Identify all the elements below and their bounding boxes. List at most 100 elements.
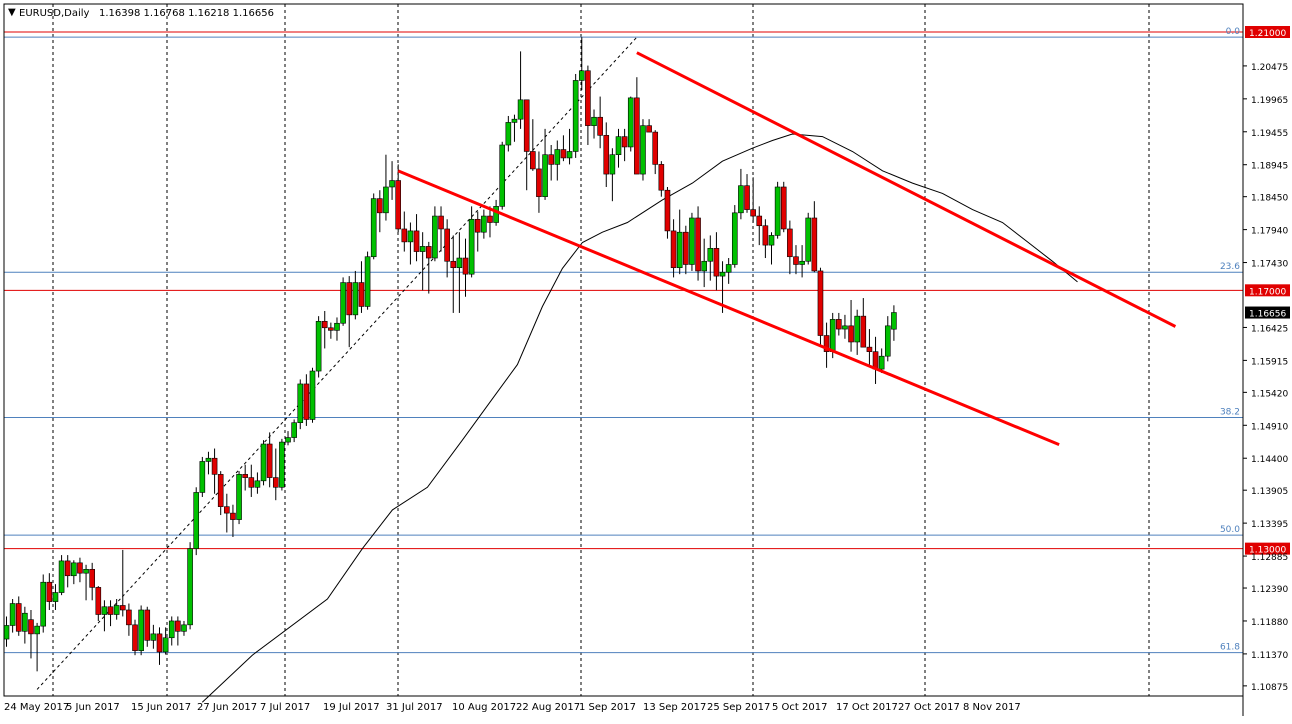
candle-body bbox=[530, 151, 536, 170]
time-label: 31 Jul 2017 bbox=[386, 702, 443, 713]
candle-body bbox=[377, 198, 383, 214]
candle-body bbox=[242, 474, 248, 478]
symbol-label: EURUSD,Daily bbox=[19, 8, 90, 19]
candle-body bbox=[725, 264, 732, 273]
price-tick-label: 1.11370 bbox=[1251, 651, 1288, 661]
candle-body bbox=[236, 474, 242, 520]
price-level-label: 1.17000 bbox=[1249, 287, 1286, 297]
candle-body bbox=[683, 231, 689, 265]
time-label: 27 Jun 2017 bbox=[197, 702, 257, 713]
time-label: 25 Sep 2017 bbox=[707, 702, 770, 713]
price-tick-label: 1.15420 bbox=[1251, 389, 1288, 399]
price-tick-label: 1.13395 bbox=[1251, 520, 1288, 530]
candle-body bbox=[787, 228, 793, 258]
chart-menu-arrow-icon: ▼ bbox=[8, 7, 16, 18]
price-tick-label: 1.19455 bbox=[1251, 129, 1288, 139]
candle-body bbox=[3, 625, 10, 640]
candle-body bbox=[89, 568, 95, 588]
candle-body bbox=[303, 383, 310, 420]
candle-body bbox=[554, 149, 561, 165]
candle-body bbox=[413, 230, 420, 252]
candle-body bbox=[425, 246, 432, 259]
candle-body bbox=[713, 248, 720, 277]
candle-body bbox=[487, 215, 493, 223]
candle-body bbox=[444, 228, 450, 262]
candle-body bbox=[370, 198, 377, 258]
candle-body bbox=[132, 624, 138, 651]
candle-body bbox=[866, 346, 873, 352]
time-label: 27 Oct 2017 bbox=[898, 702, 960, 713]
price-tick-label: 1.18945 bbox=[1251, 162, 1288, 172]
ohlc-readout: 1.16398 1.16768 1.16218 1.16656 bbox=[99, 8, 274, 19]
candle-body bbox=[578, 70, 585, 81]
price-tick-label: 1.10875 bbox=[1251, 683, 1288, 693]
time-label: 8 Nov 2017 bbox=[963, 702, 1021, 713]
candle-body bbox=[603, 135, 610, 175]
fib-level-label: 38.2 bbox=[1220, 408, 1240, 418]
candle-body bbox=[346, 282, 353, 316]
candle-body bbox=[542, 154, 548, 197]
candle-body bbox=[401, 228, 408, 243]
candle-body bbox=[707, 248, 714, 262]
price-tick-label: 1.12390 bbox=[1251, 585, 1288, 595]
price-tick-label: 1.19965 bbox=[1251, 96, 1288, 106]
candle-body bbox=[774, 186, 781, 236]
last-price-label: 1.16656 bbox=[1249, 310, 1286, 320]
candle-body bbox=[664, 189, 671, 232]
candle-body bbox=[419, 246, 426, 252]
candle-body bbox=[438, 215, 444, 230]
candle-body bbox=[352, 282, 359, 316]
candle-body bbox=[248, 477, 255, 488]
time-label: 17 Oct 2017 bbox=[836, 702, 898, 713]
candle-body bbox=[756, 215, 763, 227]
price-tick-label: 1.11880 bbox=[1251, 618, 1288, 628]
candle-body bbox=[585, 70, 591, 126]
candles bbox=[3, 37, 897, 672]
candle-body bbox=[162, 637, 169, 653]
time-label: 10 Aug 2017 bbox=[452, 702, 516, 713]
candle-body bbox=[609, 154, 616, 175]
candle-body bbox=[652, 131, 659, 165]
candle-body bbox=[364, 256, 371, 307]
candle-body bbox=[285, 437, 291, 443]
candle-body bbox=[536, 168, 542, 197]
candle-body bbox=[474, 218, 481, 233]
candle-body bbox=[77, 562, 83, 574]
time-label: 5 Oct 2017 bbox=[772, 702, 827, 713]
candle-body bbox=[762, 225, 769, 246]
time-label: 22 Aug 2017 bbox=[516, 702, 580, 713]
price-level-tag bbox=[1245, 26, 1290, 38]
price-level-tag bbox=[1245, 284, 1290, 297]
candle-body bbox=[750, 209, 756, 217]
candle-body bbox=[156, 633, 163, 653]
channel-line bbox=[397, 169, 1060, 447]
candle-body bbox=[456, 257, 463, 269]
candle-body bbox=[205, 457, 212, 462]
price-level-label: 1.13000 bbox=[1249, 546, 1286, 556]
candle-body bbox=[101, 606, 108, 615]
candle-body bbox=[817, 270, 824, 336]
candle-body bbox=[40, 581, 47, 627]
candle-body bbox=[52, 592, 59, 602]
candle-body bbox=[279, 441, 285, 488]
candle-body bbox=[731, 212, 738, 265]
candle-body bbox=[640, 125, 646, 175]
candle-body bbox=[517, 99, 524, 120]
candle-body bbox=[493, 206, 499, 223]
candle-body bbox=[780, 186, 787, 230]
candle-body bbox=[22, 612, 28, 632]
candle-body bbox=[144, 609, 151, 641]
candle-body bbox=[113, 605, 120, 615]
candle-body bbox=[634, 97, 640, 175]
candle-body bbox=[407, 230, 414, 243]
candle-body bbox=[670, 230, 677, 269]
candle-body bbox=[224, 506, 230, 514]
candle-body bbox=[15, 603, 22, 632]
time-label: 15 Jun 2017 bbox=[131, 702, 191, 713]
candle-body bbox=[217, 474, 224, 507]
price-tick-label: 1.20475 bbox=[1251, 63, 1288, 73]
candle-body bbox=[799, 260, 805, 265]
channel-line bbox=[636, 51, 1177, 328]
